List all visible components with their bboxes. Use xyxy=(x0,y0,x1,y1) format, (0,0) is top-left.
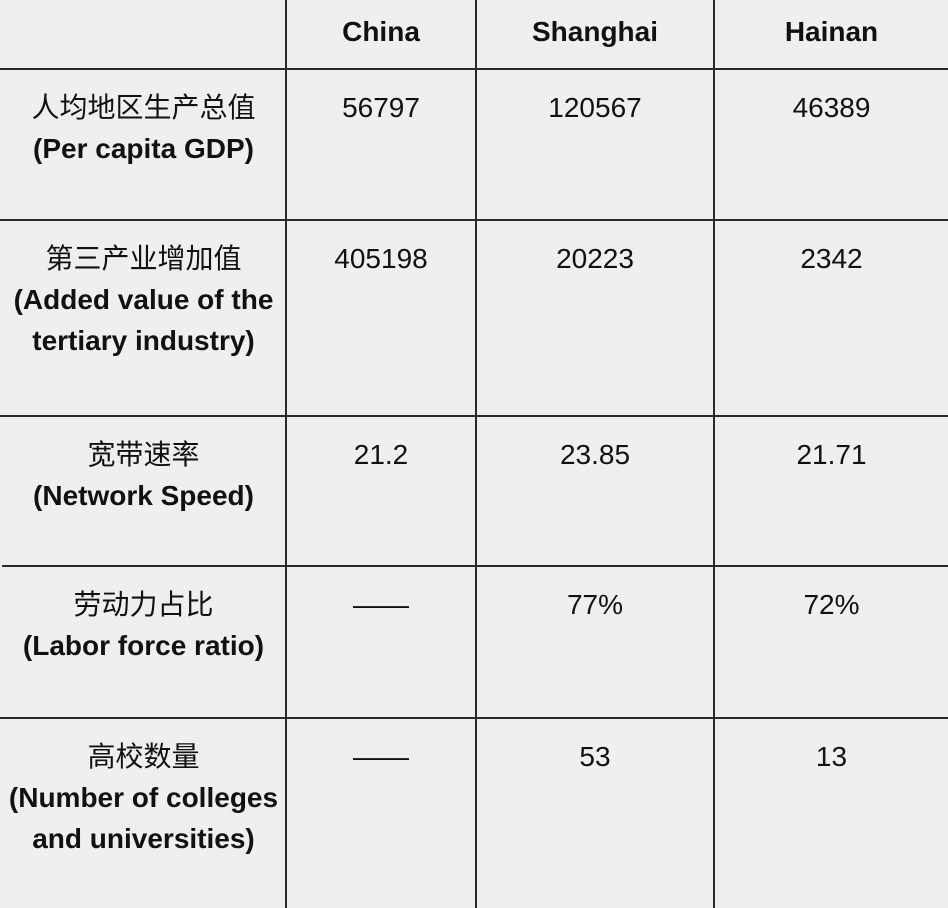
table-header-row: China Shanghai Hainan xyxy=(1,0,948,70)
column-header-blank xyxy=(1,0,287,70)
cell-china: —— xyxy=(285,717,477,908)
cell-shanghai: 120567 xyxy=(475,68,715,221)
cell-hainan: 2342 xyxy=(713,219,948,417)
cell-china: 405198 xyxy=(285,219,477,417)
row-label-english: (Labor force ratio) xyxy=(22,630,265,661)
cell-china: 21.2 xyxy=(285,415,477,567)
table-row: 劳动力占比 (Labor force ratio) —— 77% 72% xyxy=(1,565,948,719)
row-label-english: (Per capita GDP) xyxy=(33,133,254,164)
table-row: 高校数量 (Number of colleges and universitie… xyxy=(1,717,948,908)
row-label-english: (Network Speed) xyxy=(33,480,254,511)
row-label-chinese: 高校数量 xyxy=(87,740,200,773)
table-row: 人均地区生产总值 (Per capita GDP) 56797 120567 4… xyxy=(1,68,948,221)
cell-hainan: 13 xyxy=(713,717,948,908)
row-label-chinese: 宽带速率 xyxy=(87,438,200,471)
row-label-network-speed: 宽带速率 (Network Speed) xyxy=(1,415,287,567)
table-row: 宽带速率 (Network Speed) 21.2 23.85 21.71 xyxy=(1,415,948,567)
row-label-per-capita-gdp: 人均地区生产总值 (Per capita GDP) xyxy=(1,68,287,221)
row-label-english: (Added value of the tertiary industry) xyxy=(13,284,274,356)
row-label-chinese: 劳动力占比 xyxy=(73,588,214,621)
cell-shanghai: 23.85 xyxy=(475,415,715,567)
row-label-chinese: 人均地区生产总值 xyxy=(31,91,256,124)
column-header-shanghai: Shanghai xyxy=(475,0,715,70)
cell-shanghai: 20223 xyxy=(475,219,715,417)
row-label-colleges: 高校数量 (Number of colleges and universitie… xyxy=(1,717,287,908)
cell-hainan: 46389 xyxy=(713,68,948,221)
cell-hainan: 21.71 xyxy=(713,415,948,567)
row-label-chinese: 第三产业增加值 xyxy=(45,242,242,275)
cell-shanghai: 53 xyxy=(475,717,715,908)
row-label-labor-force-ratio: 劳动力占比 (Labor force ratio) xyxy=(1,565,287,719)
cell-china: —— xyxy=(285,565,477,719)
table-row: 第三产业增加值 (Added value of the tertiary ind… xyxy=(1,219,948,417)
cell-hainan: 72% xyxy=(713,565,948,719)
column-header-china: China xyxy=(285,0,477,70)
cell-china: 56797 xyxy=(285,68,477,221)
cell-shanghai: 77% xyxy=(475,565,715,719)
row-label-tertiary-industry: 第三产业增加值 (Added value of the tertiary ind… xyxy=(1,219,287,417)
column-header-hainan: Hainan xyxy=(713,0,948,70)
row-label-english: (Number of colleges and universities) xyxy=(8,782,279,854)
